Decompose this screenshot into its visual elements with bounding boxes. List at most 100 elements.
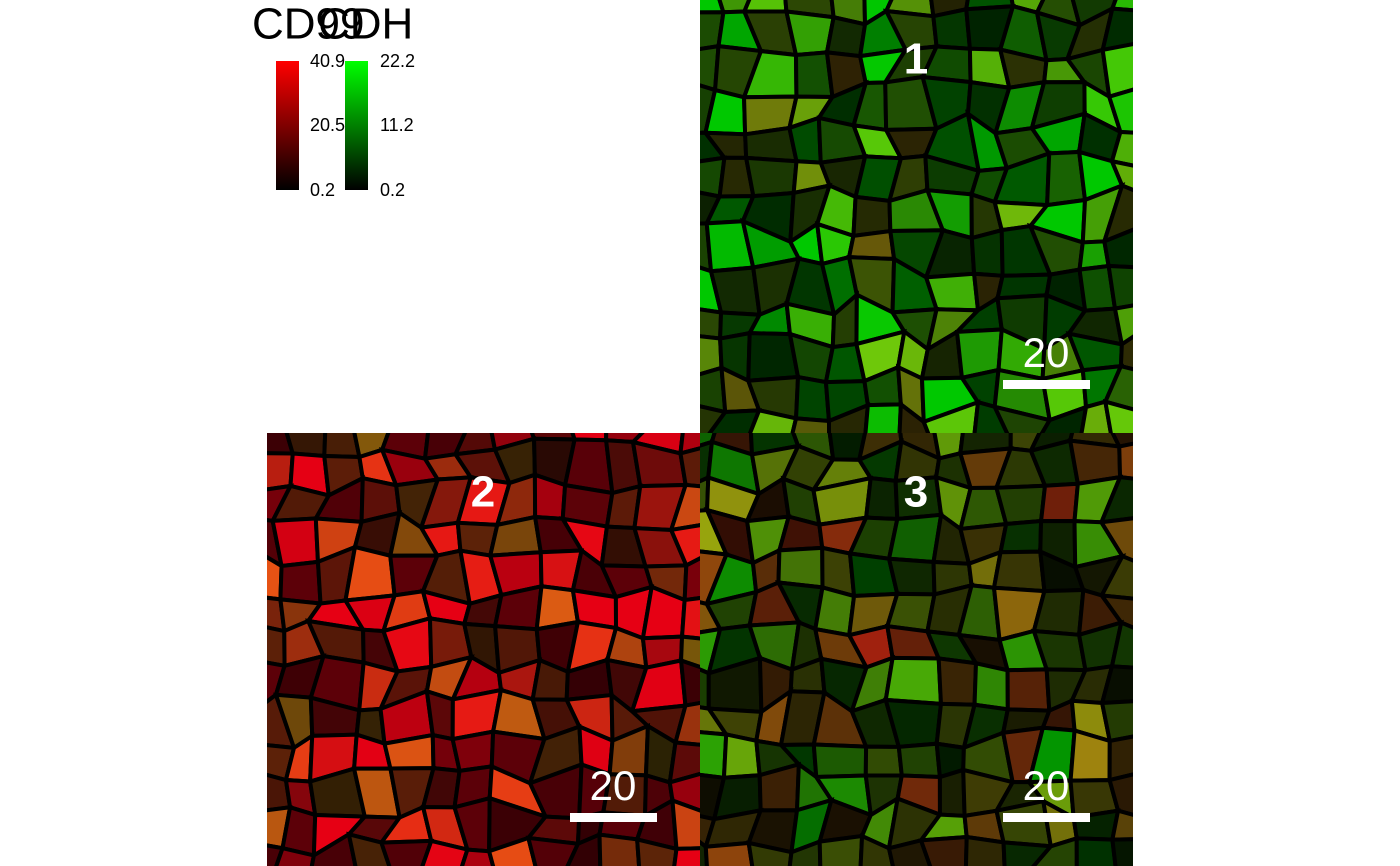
cell	[1100, 6, 1133, 53]
cell	[1098, 516, 1133, 563]
cell	[1005, 667, 1052, 713]
cell	[1109, 808, 1133, 842]
cell	[897, 400, 931, 433]
cell	[787, 115, 823, 165]
cell	[278, 559, 323, 606]
cell	[1147, 408, 1176, 440]
cell	[672, 846, 700, 866]
cell	[700, 365, 728, 415]
legend-label: 0.2	[380, 180, 405, 200]
cell	[817, 833, 865, 866]
cell	[863, 402, 903, 433]
cell	[378, 838, 435, 866]
cell	[1109, 129, 1133, 168]
cell	[991, 403, 1053, 433]
legend: CD99 CDH 40.9 20.5 0.2 22.2 11.2 0.2	[252, 0, 415, 200]
cell	[525, 835, 581, 866]
cell	[1098, 553, 1133, 601]
cell	[923, 271, 981, 313]
cell	[826, 402, 871, 433]
cell	[1108, 158, 1133, 193]
cell	[998, 518, 1044, 555]
cell	[993, 483, 1048, 527]
cell	[1102, 363, 1133, 412]
cell	[743, 155, 799, 199]
cell	[963, 834, 1007, 866]
cell	[700, 155, 727, 199]
cell	[1079, 399, 1113, 433]
cell	[274, 845, 317, 866]
cell	[972, 660, 1010, 712]
legend-label: 0.2	[310, 180, 335, 200]
cell-images	[267, 0, 1195, 866]
panel-label: 3	[904, 468, 928, 517]
cell	[1143, 812, 1190, 839]
cell	[1031, 587, 1086, 637]
scale-bar-label: 20	[1023, 762, 1070, 809]
cell	[1068, 727, 1112, 783]
cell	[1148, 224, 1186, 273]
cell-panel	[700, 433, 1193, 866]
scale-bar-label: 20	[1023, 329, 1070, 376]
cell	[1148, 439, 1183, 480]
cell	[1147, 374, 1190, 413]
cell	[267, 625, 287, 669]
cell	[487, 514, 544, 558]
legend-title: CDH	[318, 0, 413, 49]
cell	[1099, 664, 1133, 706]
cell	[679, 596, 700, 641]
legend-label: 40.9	[310, 51, 345, 71]
cell	[700, 43, 721, 93]
cell	[565, 831, 603, 866]
cell-panel	[267, 433, 700, 866]
cell	[267, 433, 296, 456]
cell	[1107, 734, 1133, 783]
cell	[529, 433, 578, 442]
cell	[1148, 198, 1189, 234]
cell	[700, 307, 724, 341]
cell	[1141, 303, 1192, 332]
scale-bar	[1003, 813, 1090, 822]
cell	[1140, 11, 1195, 46]
cell	[460, 847, 496, 866]
cell	[790, 416, 832, 433]
cell	[863, 475, 900, 522]
cell	[1106, 87, 1133, 135]
cell	[787, 838, 823, 866]
cell	[703, 840, 755, 866]
cell	[1142, 693, 1184, 735]
cell	[863, 744, 905, 778]
cell	[1140, 88, 1190, 134]
cell	[1147, 669, 1183, 701]
cell-panel	[700, 0, 1195, 480]
cell	[424, 688, 455, 742]
cell	[1143, 553, 1193, 600]
legend-label: 22.2	[380, 51, 415, 71]
cell	[1141, 442, 1174, 491]
cell	[1146, 0, 1193, 14]
cell	[309, 831, 358, 866]
cell	[679, 634, 700, 670]
cell	[682, 556, 700, 603]
cell	[1112, 303, 1133, 348]
cell	[886, 837, 933, 866]
cell	[746, 840, 794, 866]
cell	[1118, 334, 1133, 372]
cell	[1097, 593, 1133, 630]
cell	[420, 838, 470, 866]
panel-label: 2	[471, 468, 495, 517]
cell	[1099, 699, 1133, 744]
cell	[672, 700, 700, 747]
cell	[634, 836, 679, 866]
cell	[883, 655, 944, 707]
cell	[267, 595, 287, 634]
cell	[1031, 835, 1079, 866]
cell	[700, 221, 714, 275]
cell	[1102, 227, 1133, 270]
panel-label: 1	[904, 35, 928, 84]
cell	[1102, 398, 1133, 433]
cell	[1109, 619, 1133, 670]
color-bar	[345, 61, 368, 190]
cell	[969, 227, 1005, 278]
cell	[570, 433, 609, 443]
